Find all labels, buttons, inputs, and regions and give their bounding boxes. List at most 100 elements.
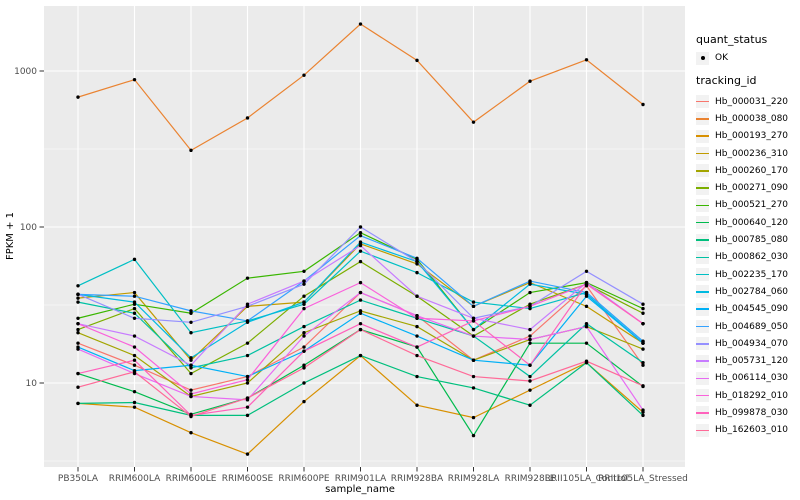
x-tick-label: RRIM600PE: [278, 474, 330, 484]
y-tick-label: 1000: [14, 67, 37, 77]
data-point: [245, 353, 250, 358]
legend-key-box: [696, 371, 709, 385]
data-point: [415, 314, 419, 318]
data-point: [471, 386, 476, 390]
data-point: [132, 311, 137, 315]
legend-line-swatch: [696, 412, 709, 414]
data-point: [189, 371, 193, 376]
legend-line-swatch: [696, 170, 709, 172]
legend-line-swatch: [696, 394, 709, 397]
legend-item-Hb_099878_030: Hb_099878_030: [696, 404, 800, 421]
data-point: [641, 384, 645, 388]
data-point: [302, 282, 306, 286]
data-point: [245, 381, 250, 385]
data-point: [132, 353, 137, 358]
data-point: [132, 77, 137, 82]
data-point: [471, 120, 476, 124]
data-point: [358, 240, 363, 244]
data-point: [358, 298, 363, 302]
data-point: [189, 320, 193, 324]
data-point: [245, 116, 250, 120]
legend-item-Hb_005731_120: Hb_005731_120: [696, 352, 800, 369]
legend-item-label: Hb_000260_170: [715, 165, 789, 176]
data-point: [76, 327, 80, 332]
x-tick-label: RRIM928BA: [391, 474, 444, 484]
data-point: [358, 353, 363, 358]
data-point: [76, 401, 80, 406]
data-point: [641, 102, 645, 107]
data-point: [584, 58, 589, 62]
x-tick-label: RRIM600LA: [109, 474, 161, 484]
data-point: [415, 353, 419, 358]
legend-item-label: Hb_000038_080: [715, 113, 789, 124]
data-point: [76, 341, 80, 345]
legend-key-box: [696, 285, 709, 299]
legend-line-swatch: [696, 377, 709, 380]
data-point: [358, 249, 363, 253]
data-point: [584, 269, 589, 274]
data-point: [76, 292, 80, 297]
data-point: [528, 304, 532, 309]
data-point: [528, 334, 532, 338]
x-tick-label: RRIM600SE: [222, 474, 274, 484]
plot-panel: [44, 6, 685, 467]
legend-item-Hb_000236_310: Hb_000236_310: [696, 145, 800, 162]
y-axis-title: FPKM + 1: [5, 212, 16, 260]
data-point: [302, 366, 306, 370]
data-point: [189, 309, 193, 313]
legend-line-swatch: [696, 221, 709, 224]
legend-line-swatch: [696, 256, 709, 259]
legend-item-Hb_162603_010: Hb_162603_010: [696, 422, 800, 439]
x-tick-label: PB350LA: [58, 474, 99, 484]
legend-item-label: OK: [715, 53, 728, 63]
data-point: [76, 321, 80, 326]
legend-item-Hb_004934_070: Hb_004934_070: [696, 335, 800, 352]
data-point: [584, 324, 589, 329]
legend-key-box: [696, 268, 709, 282]
data-point: [302, 363, 306, 367]
data-point: [302, 381, 306, 385]
data-point: [415, 270, 419, 275]
data-point: [528, 282, 532, 286]
data-point: [302, 294, 306, 298]
legend-item-Hb_000785_080: Hb_000785_080: [696, 231, 800, 248]
legend-item-label: Hb_005731_120: [715, 356, 789, 367]
legend-line-swatch: [696, 135, 709, 137]
legend-title-quant-status: quant_status: [696, 33, 768, 46]
data-point: [358, 280, 363, 285]
data-point: [132, 294, 137, 298]
data-point: [415, 256, 419, 261]
data-point: [415, 403, 419, 407]
data-point: [358, 243, 363, 248]
data-point: [415, 294, 419, 298]
x-tick-label: RRIM928LE: [505, 474, 556, 484]
legend-item-Hb_000521_270: Hb_000521_270: [696, 197, 800, 214]
data-point: [358, 321, 363, 326]
data-point: [471, 334, 476, 338]
legend-item-Hb_006114_030: Hb_006114_030: [696, 370, 800, 387]
legend-item-label: Hb_162603_010: [715, 425, 789, 436]
data-point: [471, 316, 476, 320]
legend-item-Hb_000193_270: Hb_000193_270: [696, 128, 800, 145]
legend-line-swatch: [696, 273, 709, 276]
data-point: [302, 399, 306, 404]
data-point: [76, 385, 80, 389]
data-point: [641, 311, 645, 315]
data-point: [245, 276, 250, 280]
data-point: [245, 377, 250, 382]
legend-key-box: [696, 181, 709, 195]
data-point: [189, 388, 193, 392]
legend-item-Hb_018292_010: Hb_018292_010: [696, 387, 800, 404]
data-point: [76, 296, 80, 300]
data-point: [358, 327, 363, 332]
x-axis-title: sample_name: [325, 484, 395, 495]
data-point: [641, 347, 645, 351]
legend-item-label: Hb_000521_270: [715, 200, 789, 211]
legend-item-label: Hb_000031_220: [715, 96, 789, 107]
legend-item-Hb_000038_080: Hb_000038_080: [696, 110, 800, 127]
data-point: [415, 324, 419, 329]
legend-key-box: [696, 198, 709, 212]
data-point: [132, 400, 137, 405]
legend-key-box: [696, 112, 709, 126]
data-point: [189, 331, 193, 335]
